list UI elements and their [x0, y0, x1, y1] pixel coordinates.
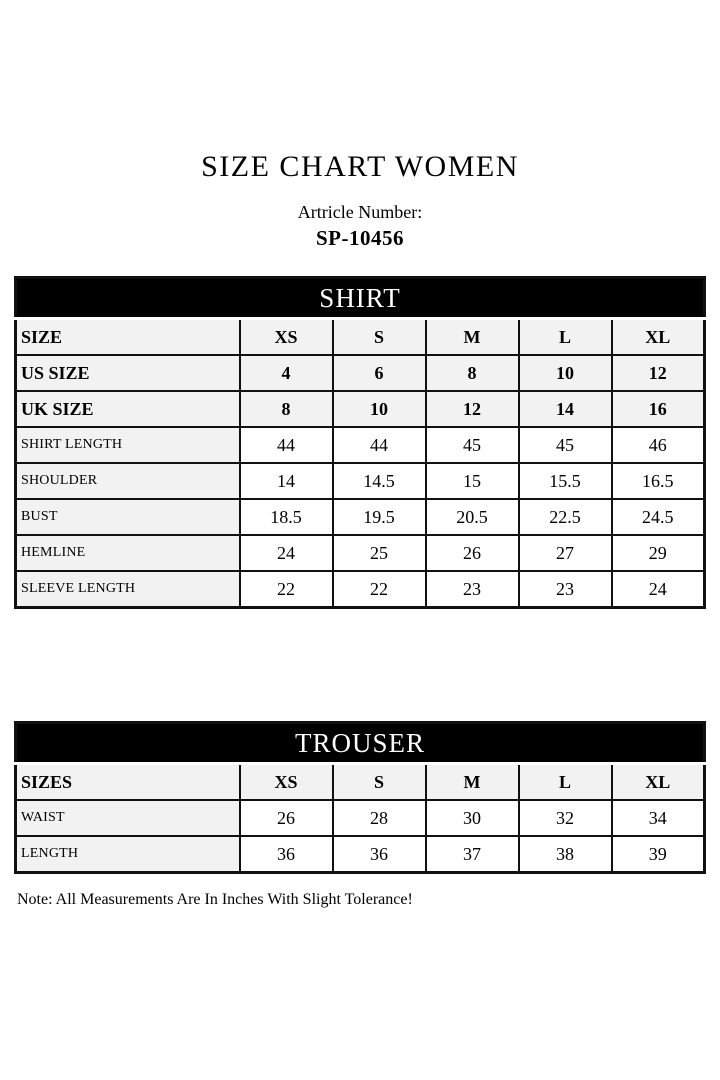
table-row: BUST 18.5 19.5 20.5 22.5 24.5	[14, 498, 706, 536]
value-cell: 29	[610, 534, 706, 572]
value-cell: 30	[424, 799, 520, 837]
value-cell: M	[424, 317, 520, 356]
table-row: LENGTH 36 36 37 38 39	[14, 835, 706, 874]
value-cell: XS	[238, 762, 334, 801]
value-cell: 26	[238, 799, 334, 837]
table-row: US SIZE 4 6 8 10 12	[14, 354, 706, 392]
shirt-table-title: SHIRT	[15, 277, 705, 320]
table-row: SHOULDER 14 14.5 15 15.5 16.5	[14, 462, 706, 500]
article-number-label: Artricle Number:	[297, 202, 423, 222]
value-cell: XL	[610, 317, 706, 356]
value-cell: M	[424, 762, 520, 801]
value-cell: 16	[610, 390, 706, 428]
value-cell: 44	[331, 426, 427, 464]
value-cell: 26	[424, 534, 520, 572]
value-cell: 36	[331, 835, 427, 874]
value-cell: S	[331, 317, 427, 356]
value-cell: 32	[517, 799, 613, 837]
row-label-cell: SLEEVE LENGTH	[14, 570, 241, 609]
value-cell: 22	[238, 570, 334, 609]
table-title-row: TROUSER	[15, 722, 705, 765]
table-row: WAIST 26 28 30 32 34	[14, 799, 706, 837]
value-cell: 12	[424, 390, 520, 428]
value-cell: 14	[517, 390, 613, 428]
value-cell: 37	[424, 835, 520, 874]
table-row: UK SIZE 8 10 12 14 16	[14, 390, 706, 428]
row-label-cell: SHIRT LENGTH	[14, 426, 241, 464]
value-cell: 38	[517, 835, 613, 874]
value-cell: XL	[610, 762, 706, 801]
value-cell: 28	[331, 799, 427, 837]
value-cell: 34	[610, 799, 706, 837]
row-label-cell: SIZES	[14, 762, 241, 801]
value-cell: 39	[610, 835, 706, 874]
table-row: SLEEVE LENGTH 22 22 23 23 24	[14, 570, 706, 609]
measurements-note: Note: All Measurements Are In Inches Wit…	[17, 891, 413, 908]
table-row: SHIRT LENGTH 44 44 45 45 46	[14, 426, 706, 464]
value-cell: S	[331, 762, 427, 801]
value-cell: 10	[331, 390, 427, 428]
value-cell: 23	[424, 570, 520, 609]
value-cell: 20.5	[424, 498, 520, 536]
row-label-cell: SHOULDER	[14, 462, 241, 500]
trouser-table-title: TROUSER	[15, 722, 705, 765]
table-row: HEMLINE 24 25 26 27 29	[14, 534, 706, 572]
value-cell: 27	[517, 534, 613, 572]
value-cell: 22.5	[517, 498, 613, 536]
value-cell: 44	[238, 426, 334, 464]
shirt-size-table: SHIRT SIZE XS S M L XL US SIZE 4 6 8 10 …	[14, 276, 706, 609]
value-cell: 6	[331, 354, 427, 392]
value-cell: 25	[331, 534, 427, 572]
value-cell: 45	[517, 426, 613, 464]
table-row: SIZES XS S M L XL	[14, 762, 706, 801]
value-cell: 22	[331, 570, 427, 609]
value-cell: 23	[517, 570, 613, 609]
value-cell: L	[517, 762, 613, 801]
value-cell: 36	[238, 835, 334, 874]
value-cell: 15.5	[517, 462, 613, 500]
row-label-cell: HEMLINE	[14, 534, 241, 572]
value-cell: 24	[238, 534, 334, 572]
value-cell: 4	[238, 354, 334, 392]
row-label-cell: BUST	[14, 498, 241, 536]
table-title-row: SHIRT	[15, 277, 705, 320]
page-title: SIZE CHART WOMEN	[201, 150, 519, 183]
value-cell: 15	[424, 462, 520, 500]
value-cell: 14	[238, 462, 334, 500]
article-number-value: SP-10456	[316, 226, 404, 250]
value-cell: 16.5	[610, 462, 706, 500]
row-label-cell: LENGTH	[14, 835, 241, 874]
value-cell: 8	[238, 390, 334, 428]
value-cell: 46	[610, 426, 706, 464]
value-cell: 8	[424, 354, 520, 392]
value-cell: 18.5	[238, 498, 334, 536]
value-cell: XS	[238, 317, 334, 356]
row-label-cell: WAIST	[14, 799, 241, 837]
value-cell: 19.5	[331, 498, 427, 536]
value-cell: 14.5	[331, 462, 427, 500]
value-cell: 12	[610, 354, 706, 392]
table-row: SIZE XS S M L XL	[14, 317, 706, 356]
value-cell: 24.5	[610, 498, 706, 536]
row-label-cell: UK SIZE	[14, 390, 241, 428]
row-label-cell: SIZE	[14, 317, 241, 356]
value-cell: L	[517, 317, 613, 356]
value-cell: 10	[517, 354, 613, 392]
value-cell: 24	[610, 570, 706, 609]
value-cell: 45	[424, 426, 520, 464]
trouser-size-table: TROUSER SIZES XS S M L XL WAIST 26 28 30…	[14, 721, 706, 874]
size-chart-page: SIZE CHART WOMEN Artricle Number: SP-104…	[14, 150, 706, 908]
row-label-cell: US SIZE	[14, 354, 241, 392]
